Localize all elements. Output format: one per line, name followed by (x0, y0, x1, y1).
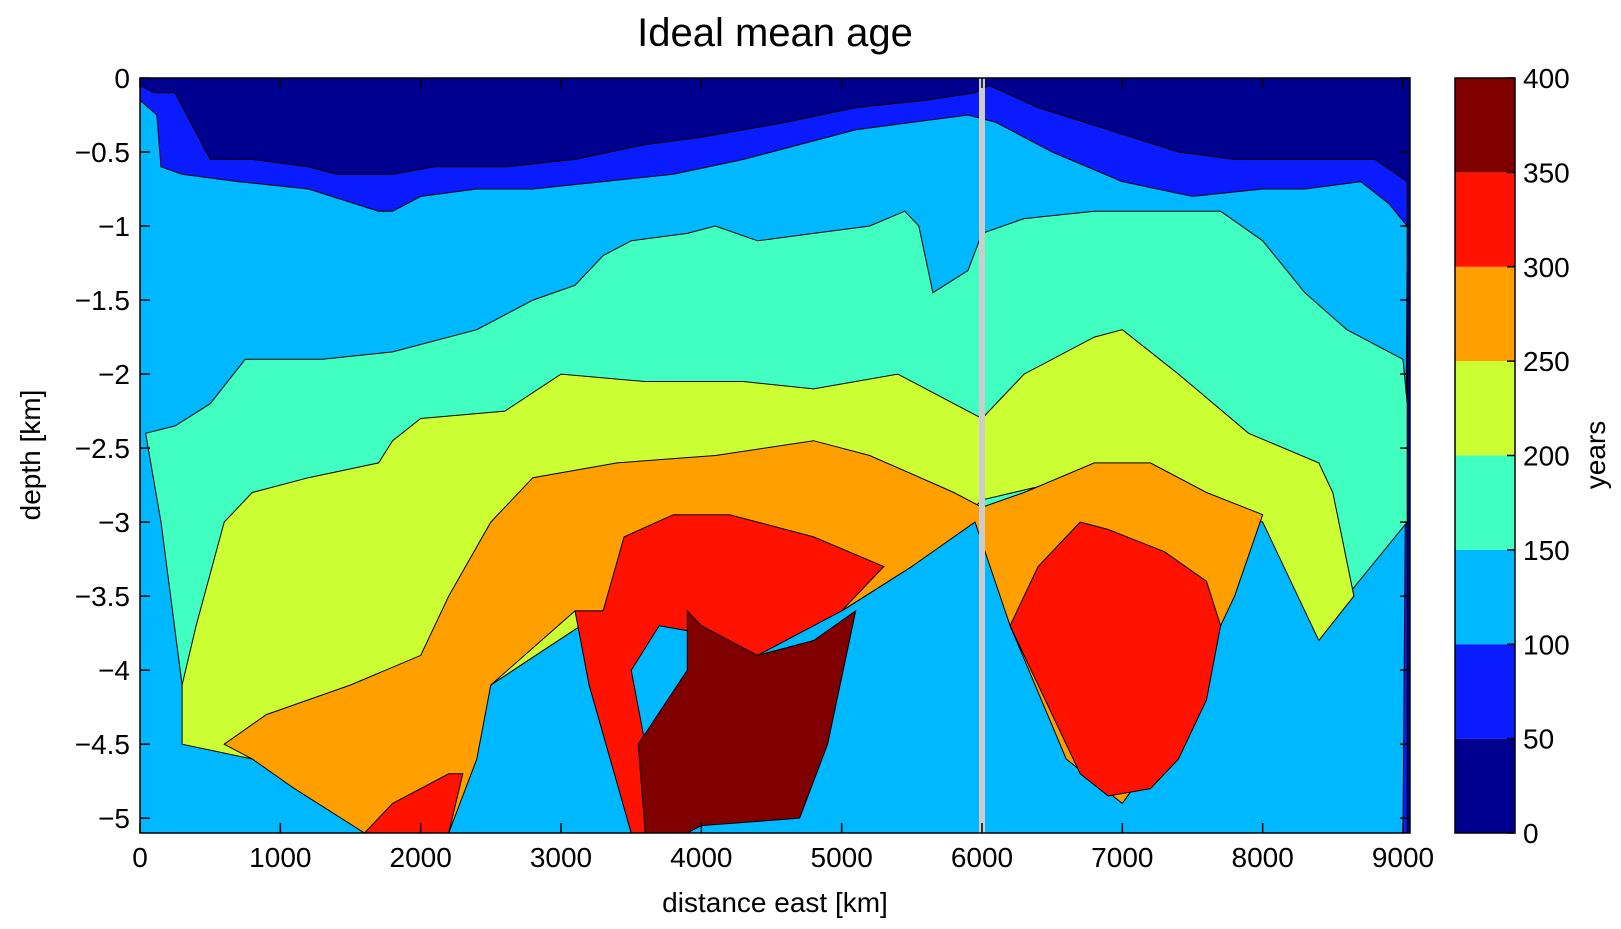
contour-region-level-5 (223, 440, 1264, 833)
contour-regions (140, 78, 1410, 833)
y-tick-label: −4 (98, 655, 130, 686)
y-tick-label: −3 (98, 507, 130, 538)
x-tick-label: 9000 (1372, 842, 1434, 873)
colorbar-label: years (1580, 421, 1611, 489)
colorbar-tick-label: 100 (1523, 629, 1570, 660)
x-tick-label: 0 (132, 842, 148, 873)
colorbar-swatch (1455, 172, 1515, 267)
contour-region-level-6 (363, 773, 464, 833)
y-tick-label: −2 (98, 359, 130, 390)
colorbar-swatch (1455, 266, 1515, 362)
x-tick-label: 4000 (670, 842, 732, 873)
y-tick-label: −3.5 (75, 581, 130, 612)
x-tick-label: 1000 (249, 842, 311, 873)
x-tick-label: 6000 (951, 842, 1013, 873)
x-tick-label: 7000 (1091, 842, 1153, 873)
colorbar-tick-label: 50 (1523, 724, 1554, 755)
colorbar-swatch (1455, 361, 1515, 456)
x-tick-label: 8000 (1232, 842, 1294, 873)
colorbar-tick-label: 350 (1523, 157, 1570, 188)
colorbar-swatch (1455, 644, 1515, 739)
plot-frame (139, 77, 1411, 834)
colorbar-tick-label: 200 (1523, 441, 1570, 472)
y-tick-label: −1.5 (75, 285, 130, 316)
y-tick-label: 0 (114, 63, 130, 94)
y-tick-label: −2.5 (75, 433, 130, 464)
colorbar-tick-label: 400 (1523, 63, 1570, 94)
x-axis: 0 1000 2000 3000 4000 5000 6000 7000 8000 9000 (132, 78, 1434, 873)
colorbar-tick-label: 0 (1523, 818, 1539, 849)
contour-region-level-6 (1009, 521, 1222, 797)
y-tick-label: −0.5 (75, 137, 130, 168)
y-tick-label: −4.5 (75, 729, 130, 760)
x-tick-label: 5000 (811, 842, 873, 873)
y-axis-label: depth [km] (15, 390, 46, 521)
colorbar-swatch (1455, 78, 1515, 173)
x-tick-label: 2000 (390, 842, 452, 873)
colorbar-tick-label: 300 (1523, 252, 1570, 283)
chart-title: Ideal mean age (637, 11, 913, 55)
colorbar: 0 50 100 150 200 250 300 350 400 (1454, 63, 1570, 849)
colorbar-swatch (1455, 455, 1515, 550)
x-tick-label: 3000 (530, 842, 592, 873)
y-tick-label: −1 (98, 211, 130, 242)
colorbar-tick-label: 250 (1523, 346, 1570, 377)
colorbar-swatch (1455, 738, 1515, 833)
colorbar-swatch (1455, 549, 1515, 645)
colorbar-tick-label: 150 (1523, 535, 1570, 566)
y-axis: 0 −0.5 −1 −1.5 −2 −2.5 −3 −3.5 −4 −4.5 −5 (75, 63, 1410, 834)
y-tick-label: −5 (98, 803, 130, 834)
x-axis-label: distance east [km] (662, 887, 888, 918)
